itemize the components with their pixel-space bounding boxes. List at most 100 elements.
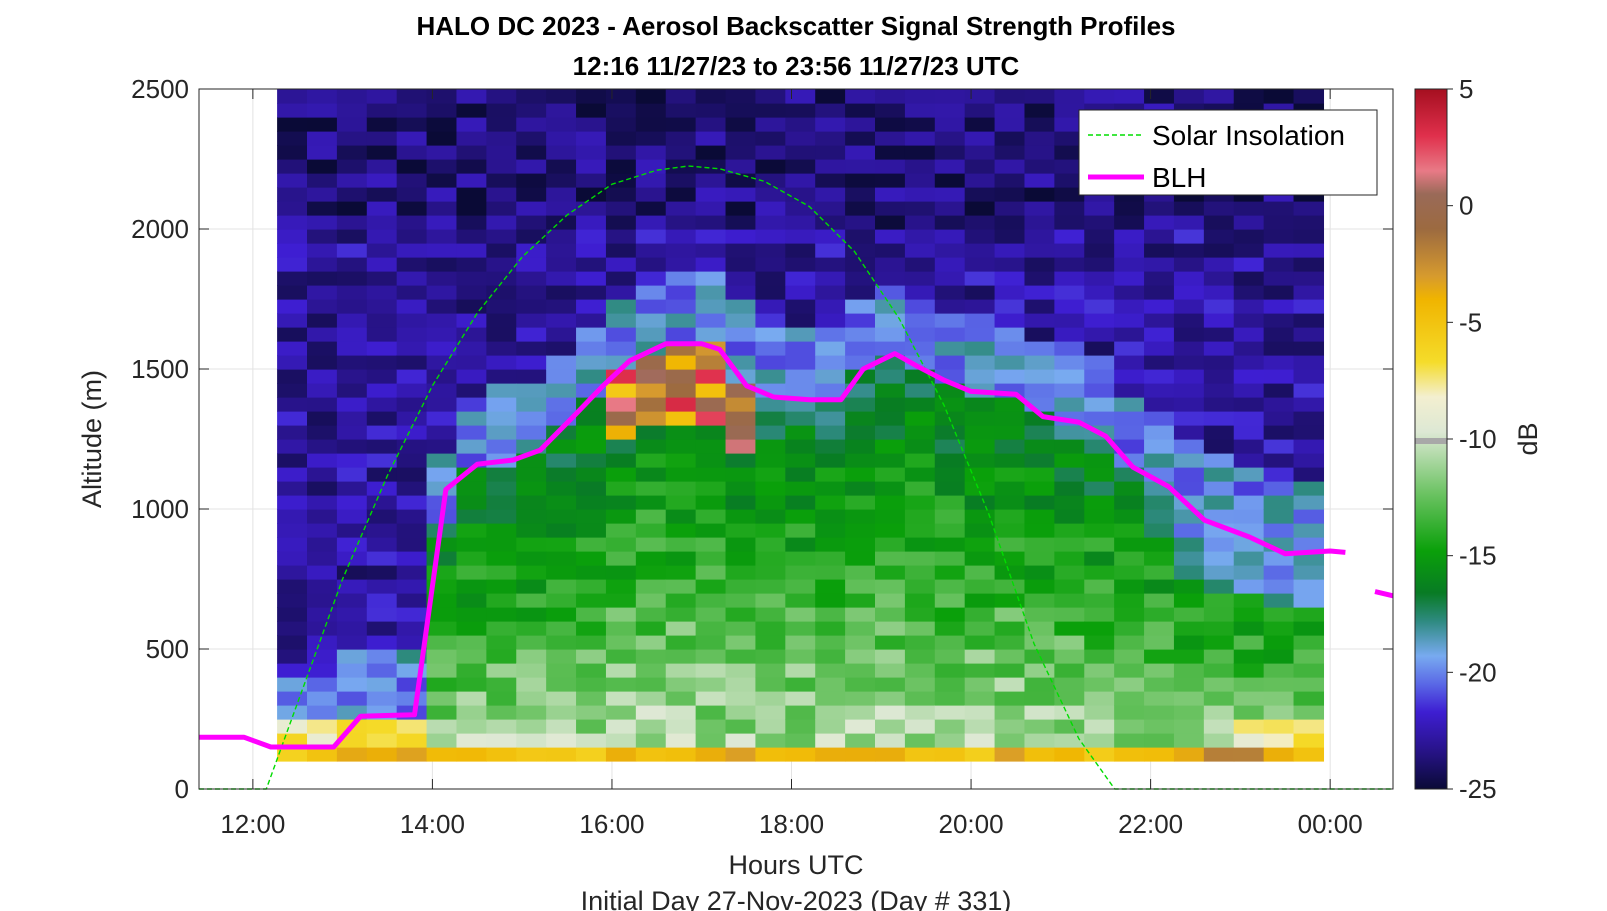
heatmap-cell [725, 145, 757, 160]
heatmap-cell [815, 495, 846, 510]
heatmap-cell [456, 691, 487, 706]
heatmap-cell [994, 565, 1026, 580]
heatmap-cell [486, 537, 517, 552]
heatmap-cell [1293, 649, 1325, 664]
heatmap-cell [1054, 537, 1085, 552]
heatmap-cell [1263, 411, 1295, 426]
heatmap-cell [426, 677, 458, 692]
heatmap-cell [1084, 607, 1115, 622]
heatmap-cell [665, 649, 697, 664]
heatmap-cell [516, 201, 547, 216]
heatmap-cell [755, 649, 786, 664]
heatmap-cell [994, 747, 1026, 762]
heatmap-cell [1203, 509, 1235, 524]
heatmap-cell [725, 551, 757, 566]
heatmap-cell [785, 159, 816, 174]
heatmap-cell [1203, 579, 1235, 594]
heatmap-cell [1263, 425, 1295, 440]
heatmap-cell [964, 523, 996, 538]
heatmap-cell [994, 425, 1026, 440]
heatmap-cell [1233, 89, 1265, 104]
heatmap-cell [1293, 215, 1325, 230]
heatmap-cell [934, 355, 966, 370]
heatmap-cell [605, 733, 637, 748]
heatmap-cell [994, 551, 1026, 566]
heatmap-cell [1173, 439, 1205, 454]
heatmap-cell [904, 551, 936, 566]
heatmap-cell [934, 747, 966, 762]
heatmap-cell [815, 439, 846, 454]
heatmap-cell [934, 607, 966, 622]
heatmap-cell [1024, 537, 1055, 552]
heatmap-cell [486, 621, 517, 636]
heatmap-cell [307, 705, 338, 720]
heatmap-cell [635, 131, 667, 146]
heatmap-cell [665, 621, 697, 636]
heatmap-cell [516, 733, 547, 748]
heatmap-cell [336, 173, 368, 188]
heatmap-cell [336, 299, 368, 314]
heatmap-cell [1054, 565, 1085, 580]
heatmap-cell [516, 495, 547, 510]
heatmap-cell [605, 747, 637, 762]
heatmap-cell [336, 747, 368, 762]
heatmap-cell [1114, 719, 1145, 734]
colorbar-label: dB [1513, 422, 1543, 455]
heatmap-cell [755, 663, 786, 678]
heatmap-cell [785, 509, 816, 524]
heatmap-cell [307, 509, 338, 524]
heatmap-cell [725, 677, 757, 692]
heatmap-cell [695, 621, 727, 636]
heatmap-cell [755, 215, 786, 230]
heatmap-cell [277, 747, 308, 762]
heatmap-cell [875, 649, 906, 664]
heatmap-cell [576, 285, 607, 300]
heatmap-cell [845, 103, 876, 118]
heatmap-cell [1054, 439, 1085, 454]
heatmap-cell [815, 537, 846, 552]
heatmap-cell [934, 495, 966, 510]
heatmap-cell [934, 649, 966, 664]
heatmap-cell [1263, 201, 1295, 216]
heatmap-cell [1114, 257, 1145, 272]
heatmap-cell [576, 551, 607, 566]
heatmap-cell [1263, 467, 1295, 482]
heatmap-cell [845, 89, 876, 104]
heatmap-cell [426, 593, 458, 608]
heatmap-cell [426, 89, 458, 104]
heatmap-cell [904, 229, 936, 244]
heatmap-cell [1024, 621, 1055, 636]
heatmap-cell [635, 565, 667, 580]
heatmap-cell [725, 649, 757, 664]
heatmap-cell [605, 509, 637, 524]
heatmap-cell [1233, 257, 1265, 272]
heatmap-cell [875, 691, 906, 706]
heatmap-cell [516, 509, 547, 524]
heatmap-cell [725, 243, 757, 258]
heatmap-cell [725, 481, 757, 496]
heatmap-cell [1144, 299, 1175, 314]
heatmap-cell [845, 271, 876, 286]
heatmap-cell [934, 285, 966, 300]
heatmap-cell [1084, 299, 1115, 314]
heatmap-cell [277, 89, 308, 104]
heatmap-cell [695, 327, 727, 342]
heatmap-cell [396, 481, 428, 496]
heatmap-cell [1233, 649, 1265, 664]
heatmap-cell [635, 523, 667, 538]
heatmap-cell [785, 285, 816, 300]
heatmap-cell [755, 719, 786, 734]
heatmap-cell [486, 691, 517, 706]
heatmap-cell [1233, 355, 1265, 370]
heatmap-cell [1263, 635, 1295, 650]
heatmap-cell [396, 621, 428, 636]
heatmap-cell [725, 523, 757, 538]
heatmap-cell [815, 313, 846, 328]
x-axis-label: Hours UTC [728, 850, 863, 880]
x-tick-label: 20:00 [939, 809, 1004, 839]
heatmap-cell [426, 551, 458, 566]
heatmap-cell [1054, 719, 1085, 734]
heatmap-cell [605, 579, 637, 594]
heatmap-cell [994, 145, 1026, 160]
heatmap-cell [875, 425, 906, 440]
